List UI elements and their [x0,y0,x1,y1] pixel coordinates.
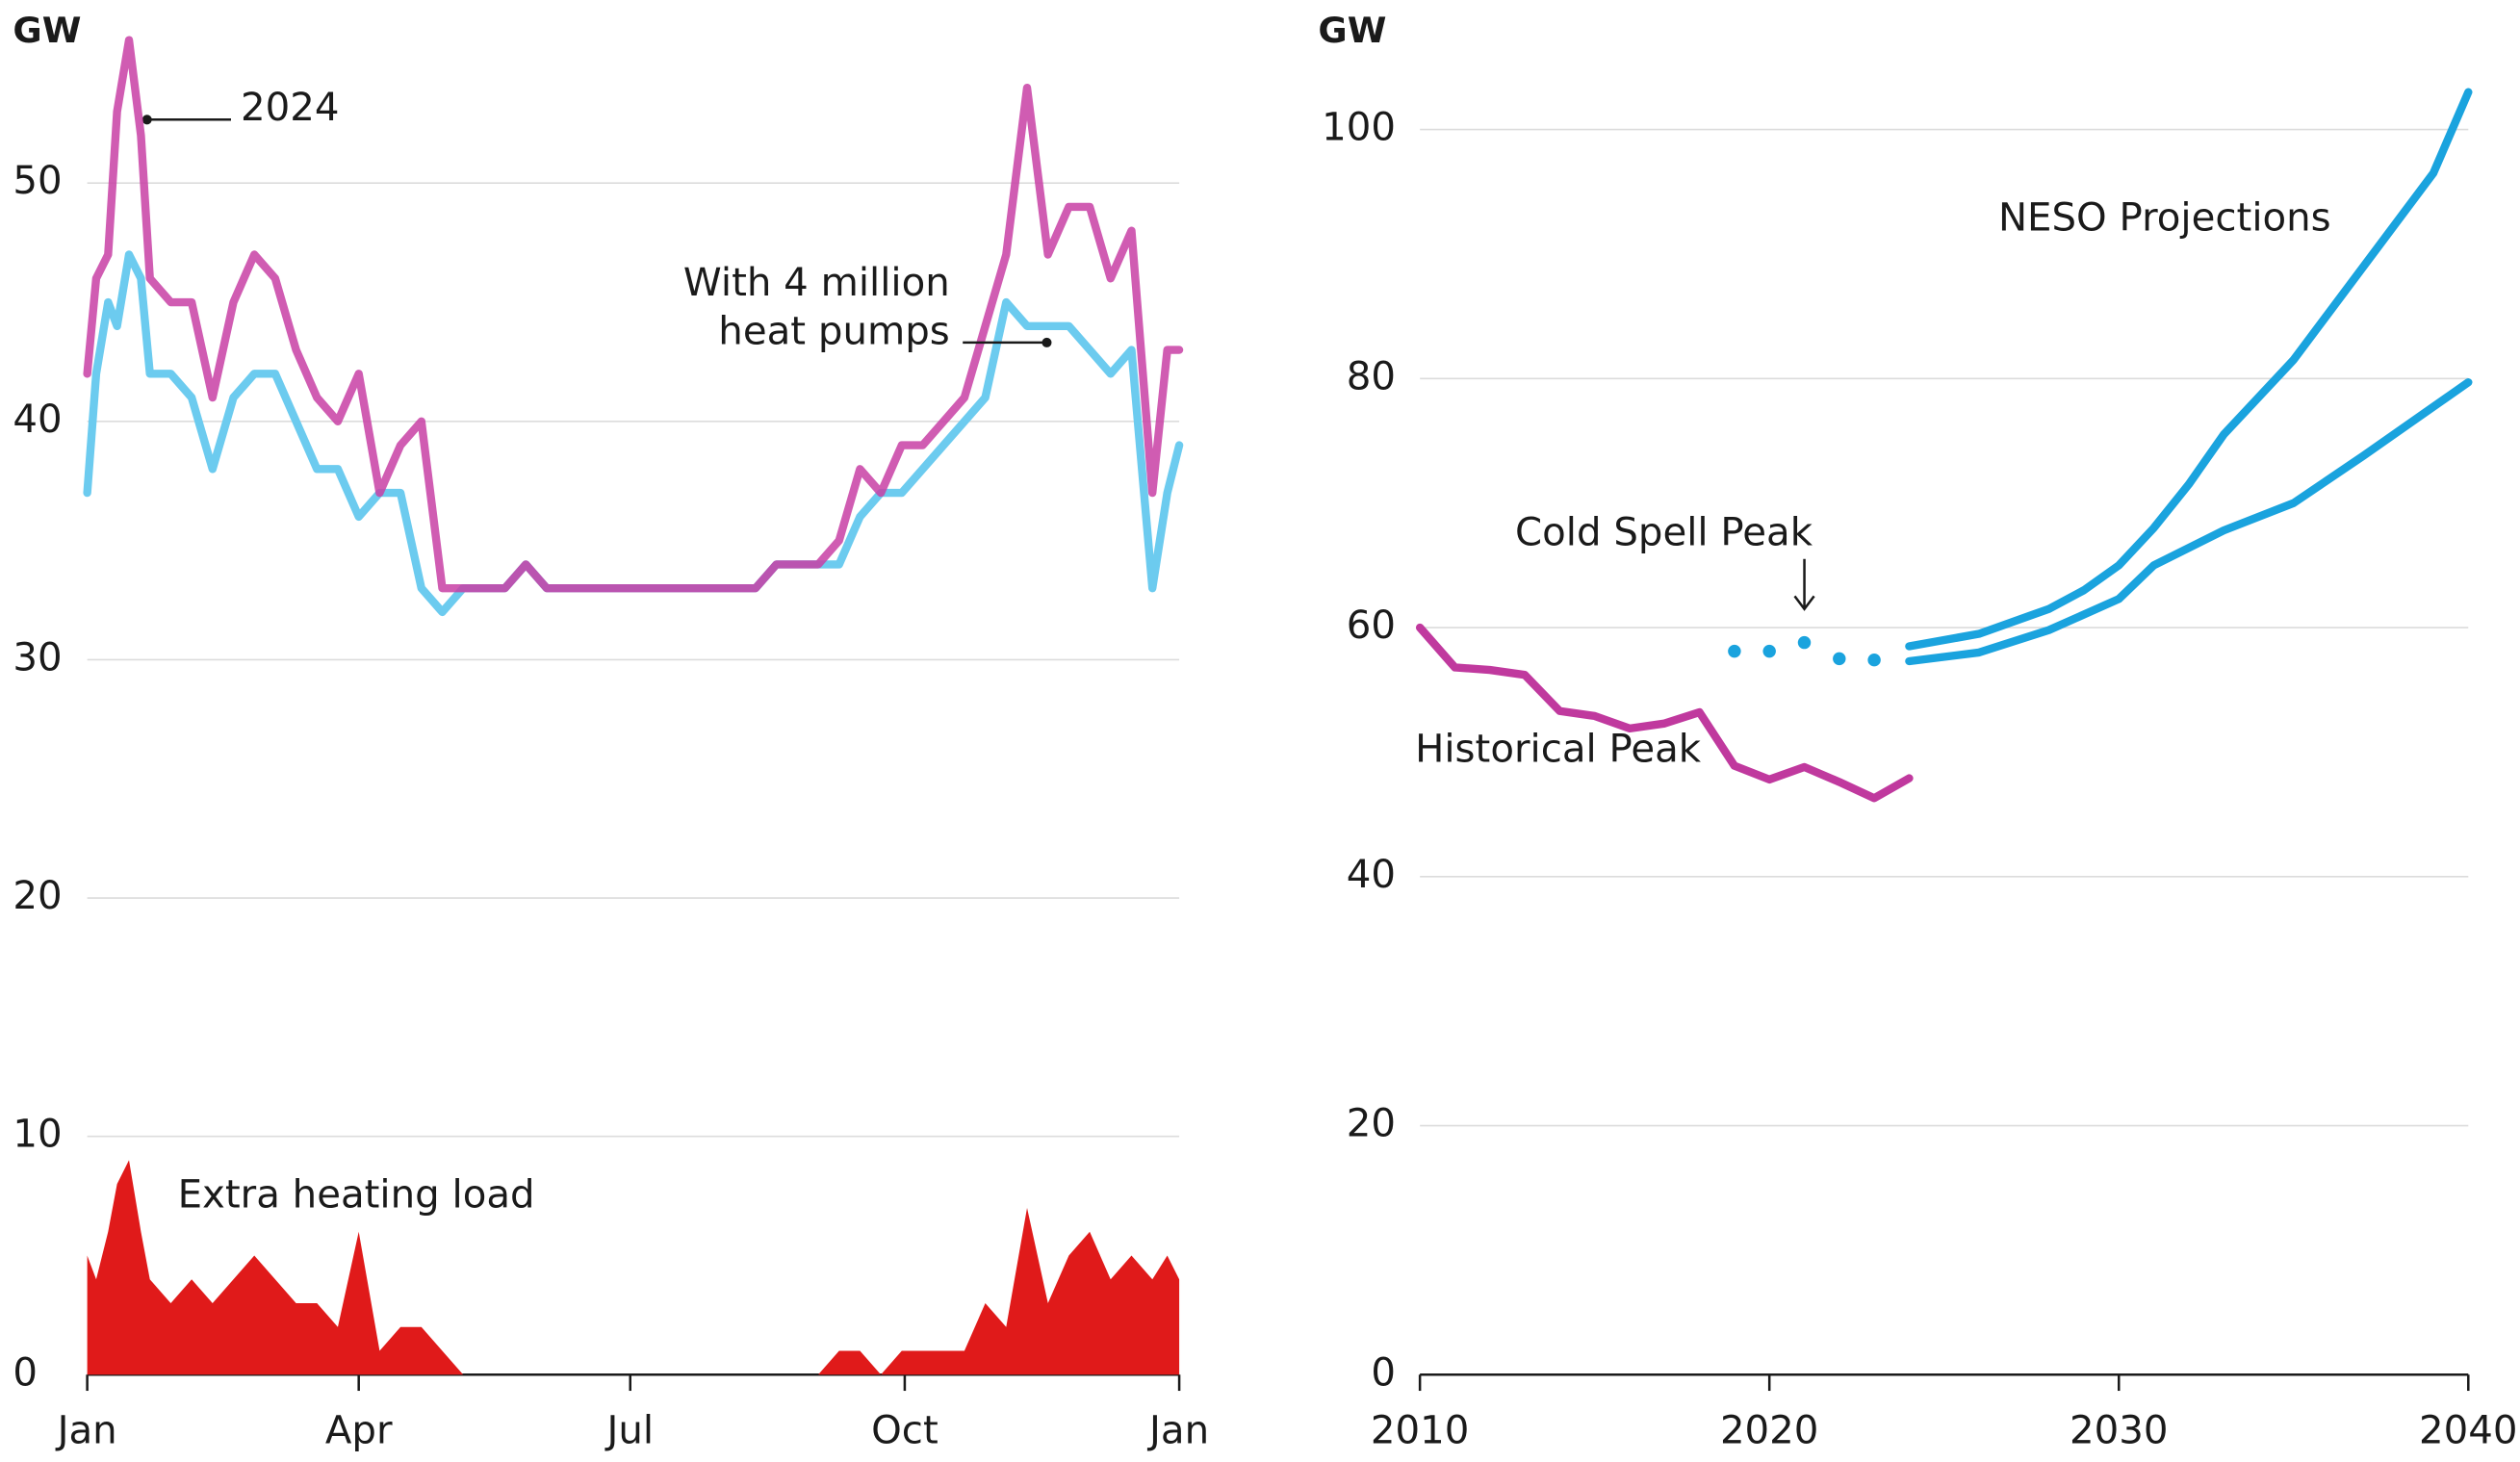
data-point [1762,644,1776,658]
y-tick-label: 80 [1347,354,1396,398]
y-tick-label: 60 [1347,603,1396,648]
series-label: Extra heating load [178,1173,535,1218]
line [1905,378,2473,666]
y-axis-label: GW [13,10,81,51]
line [83,250,1184,617]
x-tick-label: Jan [1146,1409,1209,1453]
line [1905,88,2473,651]
leader-dot [141,115,152,125]
series-label: Cold Spell Peak [1515,511,1813,555]
leader-dot [1041,337,1052,347]
x-tick-label: 2040 [2419,1409,2517,1453]
arrow [1793,558,1815,611]
x-tick-label: Jan [55,1409,117,1453]
y-tick-label: 20 [13,874,62,918]
series-label: Historical Peak [1415,727,1702,771]
x-tick-label: Apr [325,1409,393,1453]
y-tick-label: 0 [13,1350,38,1395]
y-tick-label: 20 [1347,1102,1396,1146]
series-label: With 4 million heat pumps [682,260,950,354]
x-tick-label: 2030 [2070,1409,2168,1453]
y-tick-label: 100 [1322,106,1396,150]
line [83,36,1184,593]
x-tick-label: 2010 [1371,1409,1469,1453]
y-tick-label: 40 [13,398,62,442]
x-tick-label: 2020 [1720,1409,1818,1453]
x-tick-label: Jul [604,1409,654,1453]
data-point [1797,635,1812,650]
y-tick-label: 50 [13,159,62,203]
y-axis-label: GW [1318,10,1386,51]
series-label-box: With 4 million heat pumps [682,260,950,354]
y-tick-label: 0 [1371,1350,1396,1395]
series-label: 2024 [241,86,339,130]
area [87,1160,1180,1375]
y-tick-label: 40 [1347,853,1396,897]
data-point [1833,652,1846,666]
data-point [1728,644,1741,658]
series-label: NESO Projections [1998,195,2331,240]
x-tick-label: Oct [871,1409,939,1453]
line [1415,623,1914,803]
data-point [1867,653,1881,667]
y-tick-label: 30 [13,635,62,680]
y-tick-label: 10 [13,1113,62,1157]
